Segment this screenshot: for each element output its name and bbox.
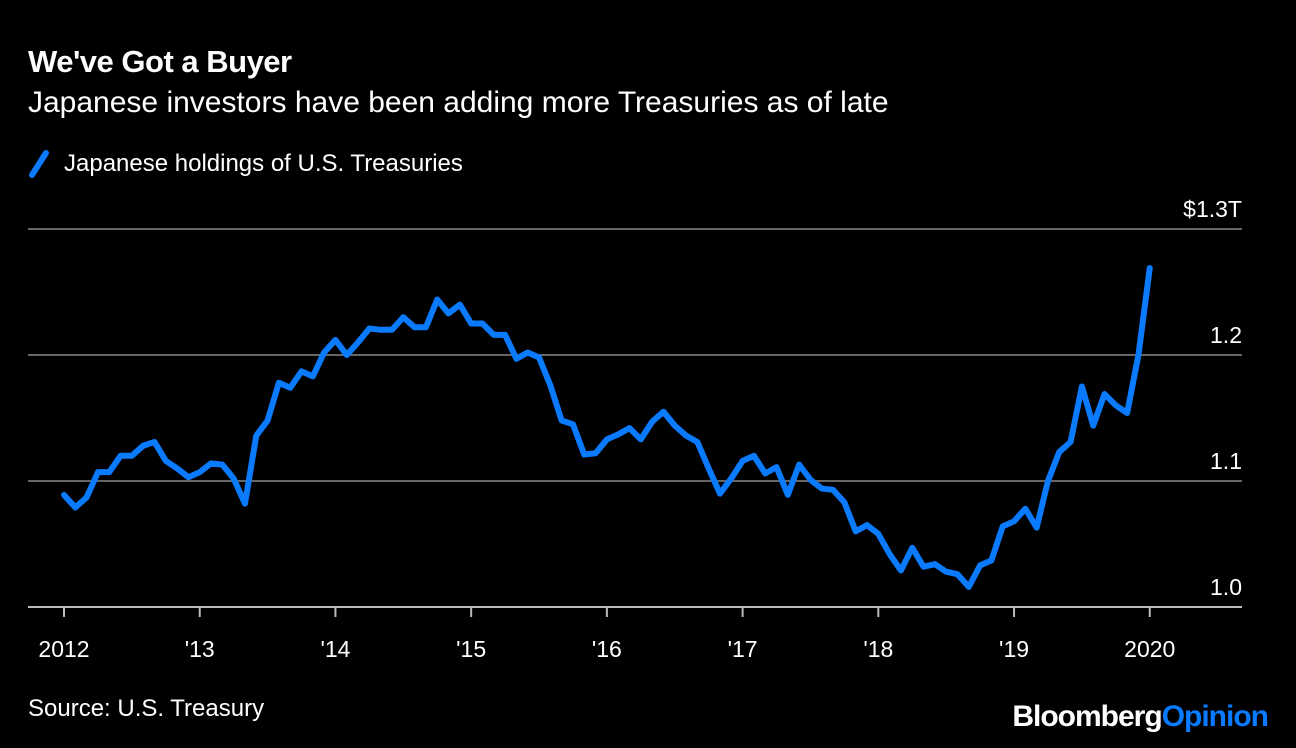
x-tick-label: 2012 (38, 636, 89, 662)
x-tick-label: '18 (863, 636, 893, 662)
legend: Japanese holdings of U.S. Treasuries (28, 150, 463, 178)
x-tick-label: '19 (999, 636, 1029, 662)
y-tick-label: $1.3T (1183, 196, 1242, 222)
x-tick-label: '17 (728, 636, 758, 662)
bloomberg-opinion-logo: BloombergOpinion (1012, 700, 1269, 734)
series-line-japanese-holdings (61, 265, 1153, 590)
x-tick-label: '15 (456, 636, 486, 662)
x-tick-label: '13 (185, 636, 215, 662)
y-tick-label: 1.0 (1210, 574, 1242, 600)
source-note: Source: U.S. Treasury (28, 695, 265, 722)
x-tick-label: '16 (592, 636, 622, 662)
logo-main: Bloomberg (1012, 700, 1162, 733)
chart-title: We've Got a Buyer (28, 44, 292, 79)
y-tick-label: 1.1 (1210, 448, 1242, 474)
legend-line-icon (29, 150, 49, 178)
x-tick-label: 2020 (1124, 636, 1175, 662)
y-tick-label: 1.2 (1210, 322, 1242, 348)
logo-accent: Opinion (1161, 700, 1269, 733)
chart-subtitle: Japanese investors have been adding more… (28, 86, 889, 119)
legend-label: Japanese holdings of U.S. Treasuries (64, 150, 463, 177)
x-tick-label: '14 (320, 636, 350, 662)
